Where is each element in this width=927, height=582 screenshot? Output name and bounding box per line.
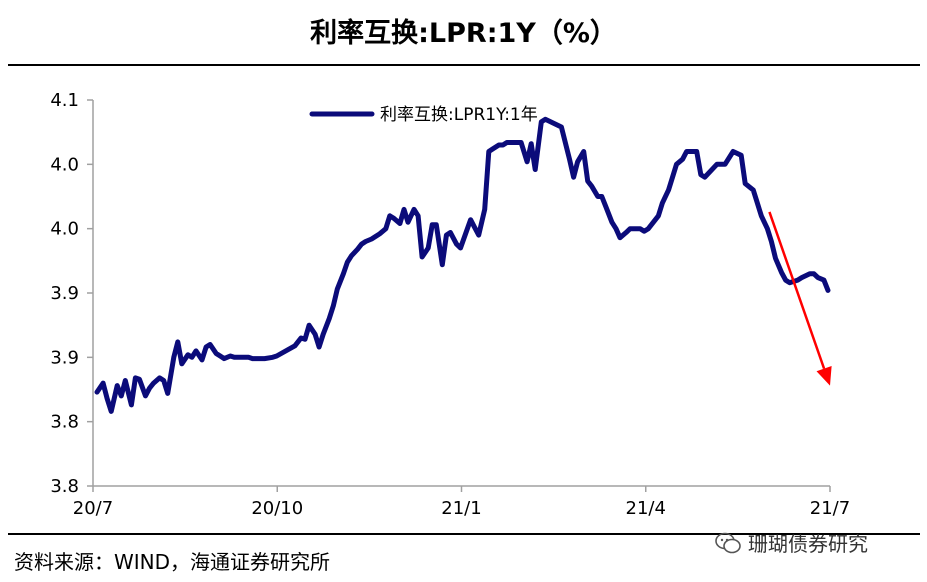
y-tick-label: 3.9 xyxy=(50,347,79,368)
watermark: 珊瑚债券研究 xyxy=(714,528,868,557)
chart-title: 利率互换:LPR:1Y（%） xyxy=(310,17,617,49)
line-chart: 4.14.04.03.93.93.83.8 20/7 20/10 21/1 21/4 2… xyxy=(50,90,850,519)
title-divider xyxy=(8,64,920,66)
x-tick-label: 21/4 xyxy=(626,498,666,519)
y-tick-label: 3.8 xyxy=(50,476,79,497)
legend-label: 利率互换:LPR1Y:1年 xyxy=(380,105,538,125)
y-tick-label: 4.1 xyxy=(50,90,79,111)
y-tick-label: 3.8 xyxy=(50,412,79,433)
watermark-text: 珊瑚债券研究 xyxy=(748,532,868,556)
wechat-icon xyxy=(715,532,741,553)
trend-arrow-head xyxy=(816,366,832,386)
x-tick-label: 21/7 xyxy=(810,498,850,519)
series-line xyxy=(94,116,831,414)
annotation-group xyxy=(768,211,832,386)
y-tick-label: 3.9 xyxy=(50,283,79,304)
x-tick-label: 20/7 xyxy=(73,498,113,519)
y-tick-label: 4.0 xyxy=(50,219,79,240)
footer-divider xyxy=(8,533,920,535)
legend: 利率互换:LPR1Y:1年 xyxy=(309,105,538,125)
x-tick-label: 21/1 xyxy=(441,498,481,519)
x-tick-label: 20/10 xyxy=(251,498,303,519)
y-tick-label: 4.0 xyxy=(50,154,79,175)
trend-arrow xyxy=(768,211,826,370)
source-note: 资料来源：WIND，海通证券研究所 xyxy=(14,550,331,574)
y-axis: 4.1 4.0 4.0 3.9 3.9 3.8 3.8 xyxy=(50,90,94,497)
x-axis: 20/7 20/10 21/1 21/4 21/7 xyxy=(73,485,850,519)
series-group xyxy=(94,116,831,414)
